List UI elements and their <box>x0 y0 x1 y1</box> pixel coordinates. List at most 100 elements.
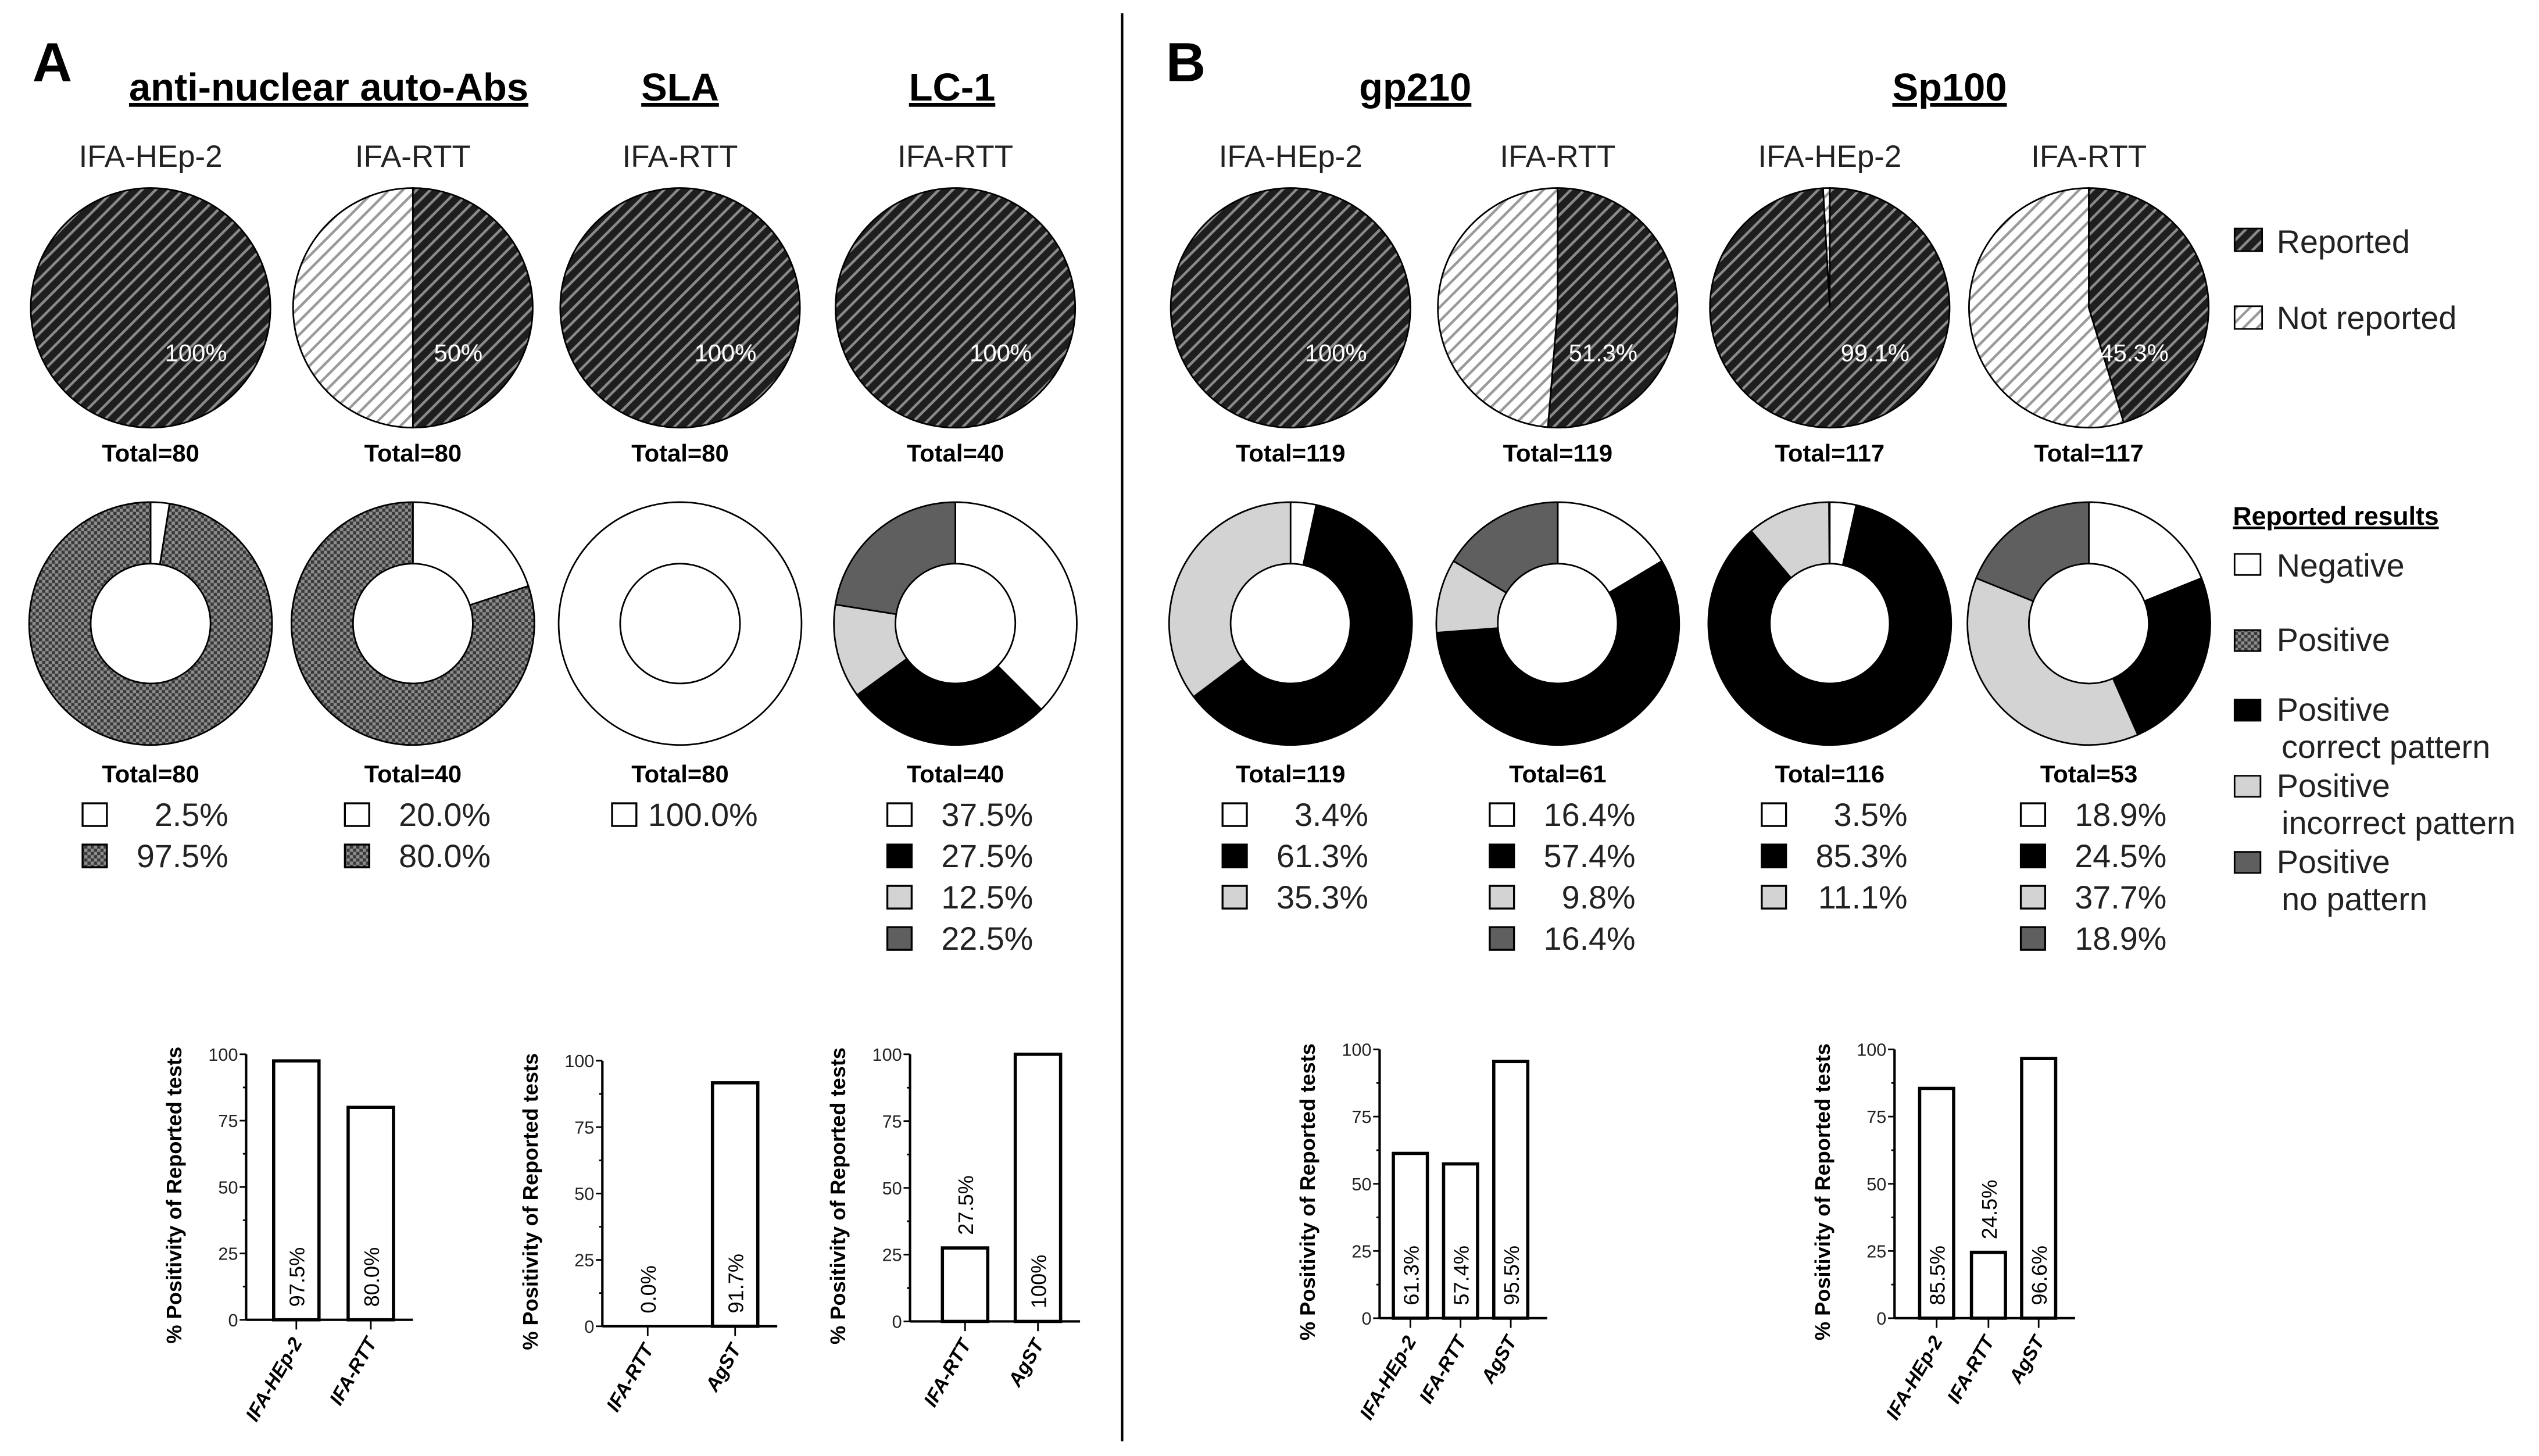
donut-percent-label: 85.3% <box>1816 838 1908 874</box>
bar-chart: 0 25 50 75 100 % Positivity of Reported tests… <box>826 1045 1081 1411</box>
donut-percent-label: 3.4% <box>1294 797 1368 833</box>
pie-slice-reported <box>2088 187 2210 424</box>
donut-percent-label: 100.0% <box>648 797 758 833</box>
bar-chart: 0 25 50 75 100 % Positivity of Reported tests… <box>1296 1040 1547 1423</box>
y-tick-label: 100 <box>872 1045 902 1065</box>
donut-percent-label: 16.4% <box>1544 797 1636 833</box>
donut-total: Total=53 <box>2040 760 2138 788</box>
pie-slice-reported <box>30 187 271 429</box>
pie-slice-not-reported <box>292 187 414 429</box>
swatch-positive-correct <box>886 843 913 868</box>
pie-total: Total=117 <box>2034 439 2143 467</box>
swatch-negative <box>1761 802 1787 827</box>
bar-value-label: 91.7% <box>724 1254 748 1314</box>
positive-correct-swatch <box>2233 699 2262 722</box>
swatch-negative <box>886 802 913 827</box>
swatch-negative <box>344 802 370 827</box>
swatch-positive-none <box>2019 926 2047 951</box>
y-tick-label: 100 <box>1857 1040 1886 1060</box>
donut-slice-positive <box>28 501 273 746</box>
y-tick-label: 0 <box>584 1317 594 1337</box>
donut-percent-label: 18.9% <box>2075 797 2166 833</box>
x-category-label: AgST <box>702 1339 746 1396</box>
bar-value-label: 24.5% <box>1977 1180 2001 1240</box>
method-label: IFA-HEp-2 <box>1219 139 1363 174</box>
bar-value-label: 0.0% <box>636 1265 660 1314</box>
swatch-negative <box>611 802 638 827</box>
pie-total: Total=119 <box>1236 439 1345 467</box>
pie-slice-not-reported <box>1437 187 1559 428</box>
y-tick-label: 100 <box>1342 1040 1371 1060</box>
pie-slice-reported <box>1709 187 1951 429</box>
pie-percent-label: 99.1% <box>1841 339 1909 367</box>
group-title-sp100: Sp100 <box>1893 66 2007 109</box>
donut-percent-label: 35.3% <box>1276 879 1368 915</box>
donut-slice-positive-correct <box>1192 503 1413 746</box>
y-tick-label: 75 <box>1866 1107 1886 1127</box>
pie-total: Total=119 <box>1503 439 1612 467</box>
swatch-negative <box>1221 802 1248 827</box>
donut-slice-positive-incorrect <box>1750 501 1830 579</box>
x-category-label: IFA-HEp-2 <box>1882 1332 1947 1423</box>
legend-positive-none: Positive <box>2277 844 2390 880</box>
charts: IFA-HEp-2 100% Total=80 IFA-RTT 50% Total=80 I… <box>28 139 2211 1425</box>
bar-value-label: 61.3% <box>1399 1246 1423 1305</box>
donut-slice-positive-incorrect <box>1966 577 2139 746</box>
donut-slice-positive-none <box>1975 501 2090 603</box>
donut-slice-negative <box>954 501 1078 711</box>
y-tick-label: 50 <box>882 1179 902 1199</box>
donut-percent-label: 16.4% <box>1544 921 1636 957</box>
swatch-positive-incorrect <box>2019 885 2047 910</box>
donut-slice-positive-incorrect <box>1168 501 1292 698</box>
y-tick-label: 50 <box>1866 1175 1886 1194</box>
donut-percent-label: 37.5% <box>941 797 1033 833</box>
swatch-positive-correct <box>1221 843 1248 868</box>
bar <box>1492 1060 1530 1320</box>
swatch-positive-incorrect <box>1489 885 1515 910</box>
y-tick-label: 25 <box>1351 1242 1371 1261</box>
panel-letter-a: A <box>33 32 72 94</box>
donut-total: Total=119 <box>1236 760 1345 788</box>
group-title-sla: SLA <box>641 66 719 109</box>
y-tick-label: 25 <box>574 1251 594 1271</box>
swatch-positive <box>81 843 108 868</box>
bar-value-label: 57.4% <box>1450 1246 1474 1305</box>
y-tick-label: 25 <box>218 1244 238 1264</box>
pie-total: Total=80 <box>102 439 199 467</box>
positive-none-swatch <box>2233 851 2262 874</box>
swatch-negative <box>1489 802 1515 827</box>
bar-chart: 0 25 50 75 100 % Positivity of Reported tests… <box>162 1045 413 1425</box>
donut-percent-label: 27.5% <box>941 838 1033 874</box>
y-axis-label: % Positivity of Reported tests <box>518 1053 542 1350</box>
y-axis-label: % Positivity of Reported tests <box>826 1047 850 1344</box>
donut-slice-negative <box>2088 501 2203 603</box>
bar <box>346 1106 395 1322</box>
y-tick-label: 25 <box>882 1246 902 1265</box>
x-category-label: AgST <box>1004 1335 1049 1391</box>
pie-percent-label: 100% <box>1305 339 1367 367</box>
legend-positive-incorrect-sub: incorrect pattern <box>2281 805 2515 841</box>
bar-value-label: 96.6% <box>2027 1246 2051 1305</box>
x-category-label: IFA-RTT <box>1415 1331 1472 1407</box>
legend-heading: Reported results <box>2233 502 2439 531</box>
bar <box>272 1059 321 1322</box>
pie-percent-label: 51.3% <box>1569 339 1637 367</box>
y-tick-label: 75 <box>574 1118 594 1137</box>
y-tick-label: 0 <box>1361 1309 1371 1329</box>
bar-value-label: 100% <box>1027 1255 1051 1309</box>
donut-percent-label: 57.4% <box>1544 838 1636 874</box>
donut-percent-label: 20.0% <box>399 797 491 833</box>
bar <box>710 1081 760 1328</box>
y-tick-label: 0 <box>892 1312 902 1332</box>
bar-value-label: 95.5% <box>1500 1246 1524 1305</box>
method-label: IFA-HEp-2 <box>79 139 223 174</box>
x-category-label: IFA-RTT <box>920 1335 977 1411</box>
donut-percent-label: 24.5% <box>2075 838 2166 874</box>
pie-slice-reported <box>1170 187 1411 429</box>
pie-slice-not-reported <box>1968 187 2125 429</box>
swatch-positive-incorrect <box>886 885 913 910</box>
negative-swatch <box>2233 553 2262 576</box>
bar <box>1969 1250 2007 1320</box>
bar-chart: 0 25 50 75 100 % Positivity of Reported tests… <box>518 1051 778 1415</box>
